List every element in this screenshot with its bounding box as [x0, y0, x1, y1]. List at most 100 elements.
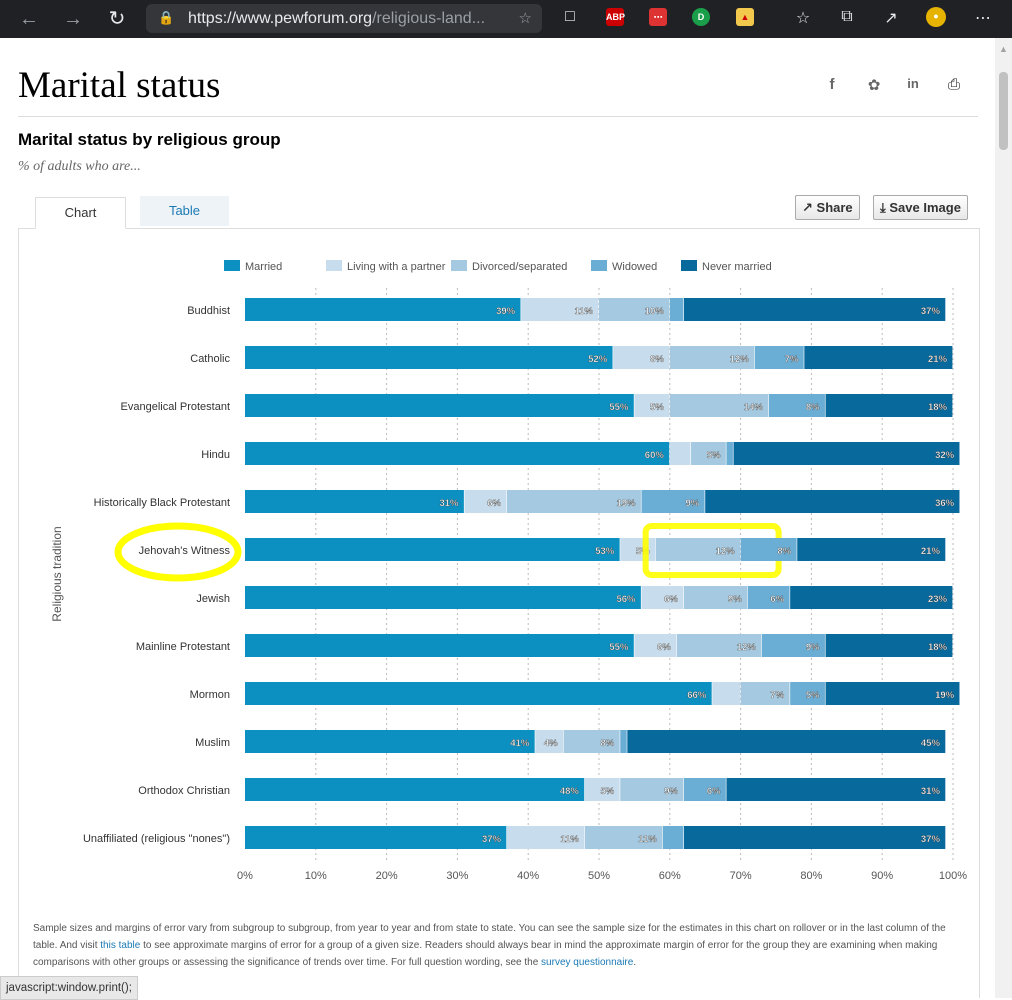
pocket-icon[interactable]: □: [565, 8, 575, 25]
data-label: 8%: [778, 546, 792, 557]
download-icon: ⤓: [880, 200, 886, 215]
bar-segment-living-with-a-partner: [634, 634, 677, 657]
category-label: Mainline Protestant: [136, 641, 230, 653]
favorites-icon[interactable]: ☆: [795, 10, 811, 27]
share-button-label: Share: [816, 200, 853, 215]
data-label: 39%: [496, 306, 516, 317]
data-label: 5%: [806, 690, 820, 701]
linkedin-icon[interactable]: in: [907, 76, 919, 91]
twitter-icon[interactable]: ✿: [867, 77, 881, 94]
data-label: 7%: [770, 690, 784, 701]
tab-table[interactable]: Table: [140, 196, 229, 226]
favorite-star-icon[interactable]: ☆: [518, 10, 532, 27]
bar-segment-divorced-separated: [740, 682, 790, 705]
category-label: Catholic: [190, 353, 230, 365]
data-label: 52%: [588, 354, 608, 365]
bar-segment-widowed: [761, 634, 825, 657]
chart-subtitle: % of adults who are...: [18, 159, 141, 174]
bar-segment-married: [245, 346, 613, 369]
url-text[interactable]: https://www.pewforum.org/religious-land.…: [188, 10, 485, 28]
url-host: https://www.pewforum.org: [188, 10, 373, 27]
forward-arrow-icon[interactable]: →: [63, 8, 83, 30]
print-icon[interactable]: ⎙: [947, 76, 960, 93]
data-label: 11%: [560, 834, 579, 845]
bar-segment-never-married: [797, 538, 946, 561]
web-page: Marital status f ✿ in ⎙ Marital status b…: [0, 38, 995, 998]
legend-label-living-with-a-partner: Living with a partner: [347, 261, 446, 273]
scroll-up-icon[interactable]: ▲: [999, 44, 1008, 54]
data-label: 6%: [770, 594, 784, 605]
bar-segment-never-married: [825, 682, 960, 705]
data-label: 18%: [928, 402, 948, 413]
extension-red-icon[interactable]: ⋯: [649, 8, 667, 26]
x-tick-label: 10%: [305, 870, 327, 882]
share-browser-icon[interactable]: ↗: [884, 10, 898, 27]
x-tick-label: 60%: [659, 870, 681, 882]
stacked-bar-chart: Married Living with a partner Divorced/sep…: [50, 260, 967, 882]
footnote-text-3: .: [633, 957, 637, 968]
bar-segment-widowed: [662, 826, 684, 849]
data-label: 8%: [650, 354, 664, 365]
legend-label-divorced-separated: Divorced/separated: [472, 261, 567, 273]
facebook-icon[interactable]: f: [829, 76, 835, 93]
extension-green-icon[interactable]: D: [692, 8, 710, 26]
legend-swatch-never-married: [681, 260, 697, 271]
data-label: 6%: [664, 594, 678, 605]
bar-segment-living-with-a-partner: [521, 298, 599, 321]
bar-segment-divorced-separated: [599, 298, 670, 321]
bar-segment-married: [245, 442, 670, 465]
address-bar[interactable]: 🔒 https://www.pewforum.org/religious-lan…: [146, 4, 542, 33]
data-label: 14%: [744, 402, 764, 413]
bar-segment-never-married: [627, 730, 946, 753]
bar-segment-divorced-separated: [691, 442, 726, 465]
bar-segment-widowed: [641, 490, 705, 513]
x-tick-label: 20%: [376, 870, 398, 882]
bar-segment-married: [245, 778, 585, 801]
bar-segment-never-married: [726, 778, 946, 801]
category-label: Buddhist: [187, 305, 230, 317]
data-label: 11%: [638, 834, 657, 845]
x-tick-label: 50%: [588, 870, 610, 882]
data-label: 6%: [487, 498, 501, 509]
tab-chart[interactable]: Chart: [35, 197, 126, 229]
category-label: Unaffiliated (religious "nones"): [83, 833, 230, 845]
bar-segment-living-with-a-partner: [634, 394, 670, 417]
data-label: 10%: [645, 306, 665, 317]
data-label: 21%: [921, 546, 941, 557]
reload-icon[interactable]: ↻: [108, 8, 126, 30]
scrollbar-thumb[interactable]: [999, 72, 1008, 150]
x-tick-label: 100%: [939, 870, 967, 882]
data-label: 66%: [687, 690, 707, 701]
extension-yellow-icon[interactable]: ▲: [736, 8, 754, 26]
bar-segment-married: [245, 538, 620, 561]
profile-avatar-icon[interactable]: ●: [926, 7, 946, 27]
data-label: 19%: [616, 498, 636, 509]
share-button[interactable]: ↗ Share: [795, 195, 860, 220]
bar-segment-never-married: [733, 442, 960, 465]
this-table-link[interactable]: this table: [100, 940, 141, 951]
data-label: 19%: [935, 690, 955, 701]
page-scrollbar[interactable]: ▲: [995, 38, 1012, 998]
back-arrow-icon[interactable]: ←: [19, 8, 39, 30]
survey-questionnaire-link[interactable]: survey questionnaire: [541, 957, 634, 968]
save-image-button[interactable]: ⤓ Save Image: [873, 195, 968, 220]
collections-icon[interactable]: ⧉: [841, 8, 853, 25]
bar-segment-never-married: [825, 394, 953, 417]
data-label: 60%: [645, 450, 665, 461]
data-label: 12%: [737, 642, 757, 653]
footnote: Sample sizes and margins of error vary f…: [33, 920, 953, 971]
bar-segment-living-with-a-partner: [613, 346, 670, 369]
bar-segment-married: [245, 634, 634, 657]
more-menu-icon[interactable]: ⋯: [975, 10, 991, 27]
bar-segment-never-married: [705, 490, 960, 513]
bar-segment-married: [245, 730, 535, 753]
x-tick-label: 90%: [871, 870, 893, 882]
data-label: 8%: [806, 402, 820, 413]
adblock-extension-icon[interactable]: ABP: [606, 8, 625, 26]
data-label: 11%: [575, 306, 594, 317]
url-path: /religious-land...: [372, 10, 486, 27]
share-icon: ↗: [802, 200, 813, 215]
save-image-label: Save Image: [889, 200, 961, 215]
bar-segment-widowed: [726, 442, 733, 465]
data-label: 41%: [510, 738, 530, 749]
